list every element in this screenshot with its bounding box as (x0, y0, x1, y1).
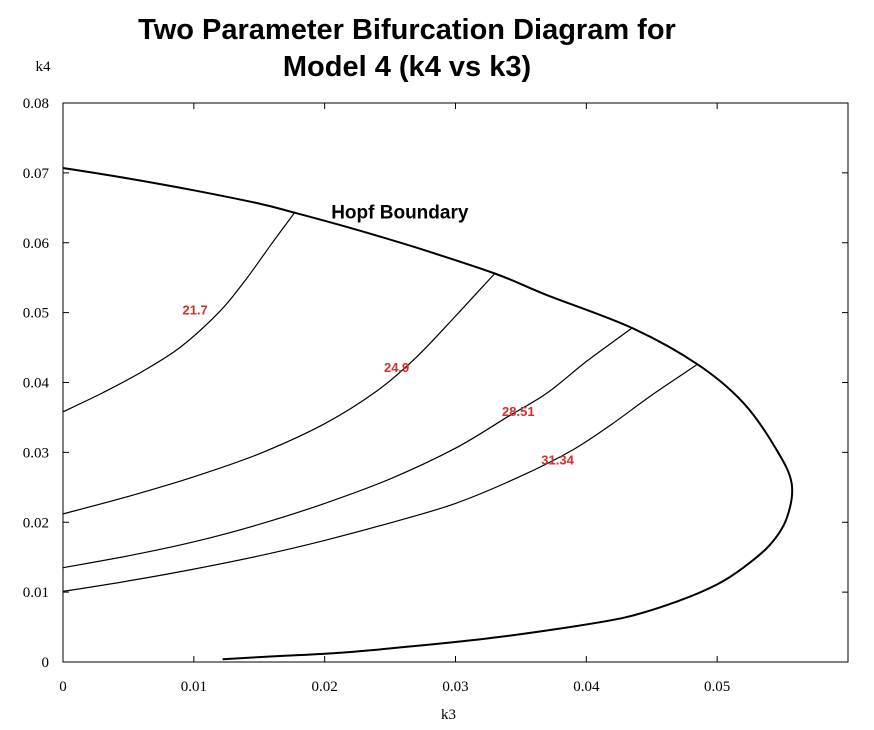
x-axis-label: k3 (441, 707, 456, 723)
y-tick-label: 0.07 (23, 166, 50, 182)
series-line-31-34 (62, 363, 698, 592)
x-tick-label: 0 (59, 679, 67, 695)
y-tick-label: 0 (42, 655, 50, 671)
chart-title-line1: Two Parameter Bifurcation Diagram for (138, 14, 676, 46)
series-line-28-51 (62, 327, 633, 569)
y-tick-label: 0.05 (23, 306, 49, 322)
y-tick-label: 0.01 (23, 585, 49, 601)
x-tick-label: 0.02 (312, 679, 338, 695)
ticks-layer: 0 0.01 0.02 0.03 0.04 0.05 0 0.01 0.02 0.03 0.04 0.… (23, 96, 848, 695)
y-tick-label: 0.04 (23, 376, 50, 392)
x-tick-label: 0.01 (181, 679, 207, 695)
hopf-boundary-curve (62, 167, 794, 661)
series-line-24-9 (62, 273, 496, 515)
series-label-31-34: 31.34 (541, 452, 574, 467)
series-label-24-9: 24.9 (384, 360, 409, 375)
series-label-21-7: 21.7 (182, 303, 207, 318)
chart-title: Two Parameter Bifurcation Diagram for Mo… (40, 12, 774, 86)
curves-layer (62, 167, 794, 661)
y-tick-label: 0.08 (23, 96, 49, 112)
y-axis-label: k4 (36, 59, 52, 75)
series-label-28-51: 28.51 (502, 404, 535, 419)
chart-title-line2: Model 4 (k4 vs k3) (282, 51, 532, 83)
hopf-boundary-annotation: Hopf Boundary (331, 202, 469, 223)
y-tick-label: 0.02 (23, 515, 49, 531)
x-tick-label: 0.03 (442, 679, 468, 695)
x-tick-label: 0.04 (573, 679, 600, 695)
y-tick-label: 0.06 (23, 236, 50, 252)
y-tick-label: 0.03 (23, 445, 49, 461)
labels-layer: k3 k4 21.7 24.9 28.51 31.34 Hopf Boundary (36, 59, 575, 723)
x-tick-label: 0.05 (704, 679, 730, 695)
series-line-21-7 (62, 212, 296, 413)
